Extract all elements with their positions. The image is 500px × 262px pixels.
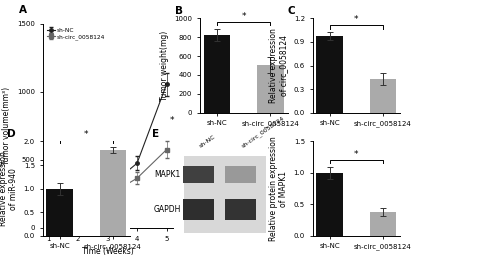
- Y-axis label: Relative expression
of miR-940: Relative expression of miR-940: [0, 151, 18, 226]
- Text: MAPK1: MAPK1: [154, 170, 181, 179]
- Text: D: D: [8, 129, 16, 139]
- Text: A: A: [19, 5, 27, 15]
- Text: *: *: [354, 15, 358, 24]
- Text: *: *: [242, 12, 246, 21]
- Text: *: *: [84, 130, 88, 139]
- Text: sh-circ_0058124: sh-circ_0058124: [240, 115, 286, 149]
- Y-axis label: Relative protein expression
of MAPK1: Relative protein expression of MAPK1: [268, 136, 288, 241]
- Text: E: E: [152, 129, 160, 139]
- Bar: [316, 36, 343, 113]
- Text: *: *: [354, 150, 358, 159]
- FancyBboxPatch shape: [184, 156, 266, 233]
- Bar: [225, 199, 256, 220]
- Text: C: C: [288, 6, 296, 16]
- Text: GAPDH: GAPDH: [154, 205, 181, 214]
- Bar: [370, 79, 396, 113]
- Y-axis label: Tumor volume(mm³): Tumor volume(mm³): [2, 87, 12, 165]
- Legend: sh-NC, sh-circ_0058124: sh-NC, sh-circ_0058124: [46, 26, 106, 41]
- Text: B: B: [176, 6, 184, 16]
- Text: *: *: [170, 116, 174, 125]
- X-axis label: Time (Weeks): Time (Weeks): [82, 247, 134, 256]
- Bar: [225, 166, 256, 183]
- Bar: [46, 189, 73, 236]
- Bar: [183, 199, 214, 220]
- Bar: [257, 64, 283, 113]
- Y-axis label: Tumor weight(mg): Tumor weight(mg): [160, 30, 169, 101]
- Bar: [183, 166, 214, 183]
- Bar: [100, 150, 126, 236]
- Text: sh-NC: sh-NC: [198, 134, 216, 149]
- Bar: [204, 35, 231, 113]
- Bar: [316, 173, 343, 236]
- Y-axis label: Relative expression
of circ_0058124: Relative expression of circ_0058124: [268, 28, 288, 103]
- Bar: [370, 212, 396, 236]
